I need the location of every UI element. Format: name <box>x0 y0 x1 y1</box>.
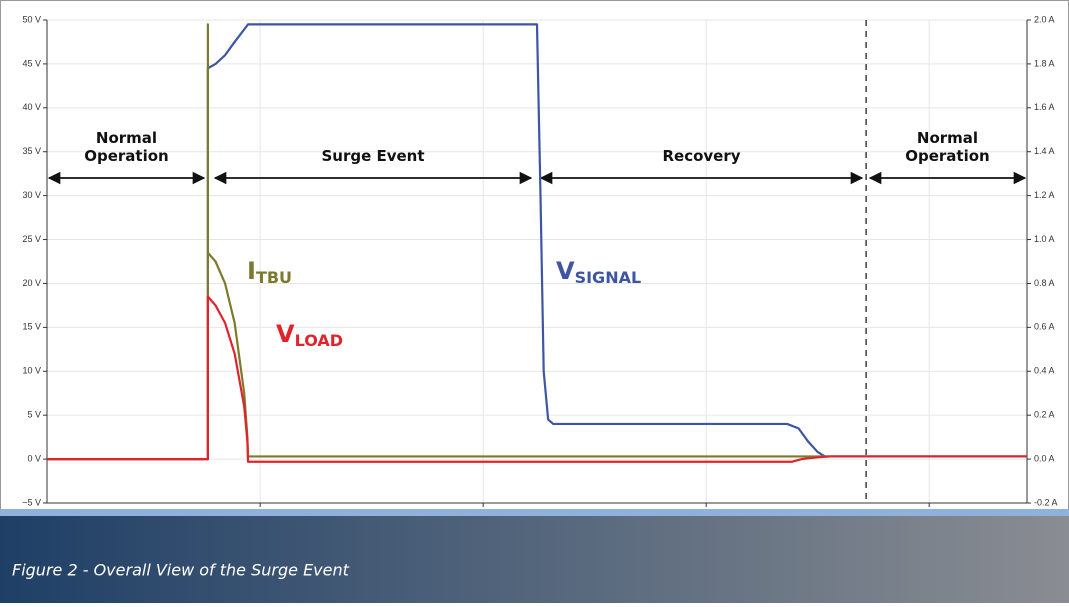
series-line <box>47 295 1027 463</box>
y2-tick-label: 0.4 A <box>1034 366 1055 376</box>
y2-tick-label: 0.2 A <box>1034 410 1055 420</box>
phase-label: Recovery <box>662 147 740 165</box>
y-tick-label: 5 V <box>27 410 41 420</box>
y2-tick-label: 1.6 A <box>1034 102 1055 112</box>
y-tick-label: 30 V <box>22 190 41 200</box>
y-tick-label: 15 V <box>22 322 41 332</box>
series-line <box>47 23 1027 461</box>
series-name: V <box>276 320 295 348</box>
y-tick-label: 40 V <box>22 102 41 112</box>
y-tick-label: 10 V <box>22 366 41 376</box>
y2-tick-label: 1.4 A <box>1034 146 1055 156</box>
y2-tick-label: 0.8 A <box>1034 278 1055 288</box>
phase-label: Normal Operation <box>84 129 168 165</box>
phase-label: Surge Event <box>321 147 424 165</box>
series-subscript: SIGNAL <box>575 268 642 287</box>
y2-tick-label: 0.0 A <box>1034 453 1055 463</box>
series-subscript: TBU <box>256 268 292 287</box>
y2-tick-label: -0.2 A <box>1034 497 1058 507</box>
series-line <box>47 23 1027 461</box>
y2-tick-label: 0.6 A <box>1034 322 1055 332</box>
y2-tick-label: 2.0 A <box>1034 14 1055 24</box>
y-tick-label: 20 V <box>22 278 41 288</box>
y-tick-label: 25 V <box>22 234 41 244</box>
y-tick-label: 35 V <box>22 146 41 156</box>
series-name: I <box>247 257 256 285</box>
series-label: ITBU <box>247 257 292 287</box>
y2-tick-label: 1.8 A <box>1034 58 1055 68</box>
y-tick-label: 0 V <box>27 453 41 463</box>
series-label: VLOAD <box>276 320 343 350</box>
series-name: V <box>556 257 575 285</box>
series-label: VSIGNAL <box>556 257 641 287</box>
y-tick-label: −5 V <box>22 497 41 507</box>
y-tick-label: 50 V <box>22 14 41 24</box>
caption-stripe <box>0 509 1069 516</box>
caption-band <box>0 509 1069 603</box>
y-tick-label: 45 V <box>22 58 41 68</box>
series-subscript: LOAD <box>295 331 343 350</box>
caption: Figure 2 - Overall View of the Surge Eve… <box>12 561 350 580</box>
y2-tick-label: 1.2 A <box>1034 190 1055 200</box>
y2-tick-label: 1.0 A <box>1034 234 1055 244</box>
phase-label: Normal Operation <box>905 129 989 165</box>
